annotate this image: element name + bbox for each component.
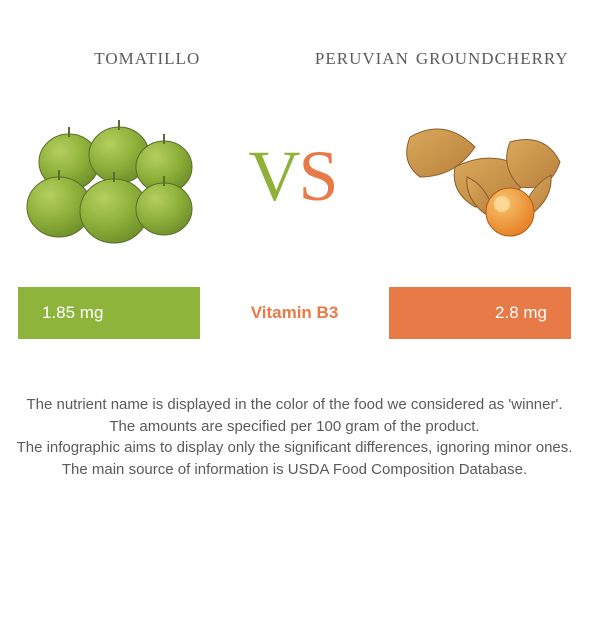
note-line: The amounts are specified per 100 gram o…	[4, 417, 585, 437]
right-title: Peruvian groundcherry	[295, 44, 589, 71]
nutrient-left-value: 1.85 mg	[18, 287, 200, 339]
vs-label: V S	[248, 135, 340, 218]
note-line: The infographic aims to display only the…	[4, 438, 585, 458]
left-title: Tomatillo	[0, 44, 295, 71]
vs-v: V	[248, 135, 302, 218]
nutrient-name: Vitamin B3	[200, 287, 389, 339]
compare-row: V S	[0, 107, 589, 247]
note-line: The main source of information is USDA F…	[4, 460, 585, 480]
footer-notes: The nutrient name is displayed in the co…	[0, 395, 589, 510]
tomatillo-image	[24, 107, 194, 247]
title-row: Tomatillo Peruvian groundcherry	[0, 0, 589, 71]
vs-s: S	[298, 135, 340, 218]
comparison-infographic: Tomatillo Peruvian groundcherry	[0, 0, 589, 634]
groundcherry-icon	[395, 107, 565, 247]
note-line: The nutrient name is displayed in the co…	[4, 395, 585, 415]
tomatillo-icon	[24, 107, 194, 247]
nutrient-right-value: 2.8 mg	[389, 287, 571, 339]
nutrient-bar: 1.85 mg Vitamin B3 2.8 mg	[0, 287, 589, 339]
groundcherry-image	[395, 107, 565, 247]
